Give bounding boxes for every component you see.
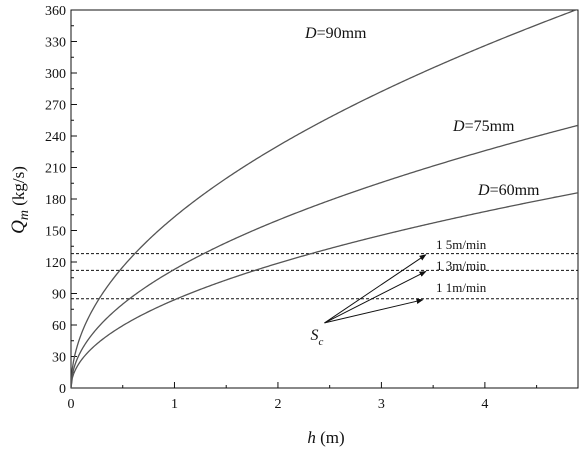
y-tick-label: 210 [45, 162, 66, 177]
velocity-label: 1 3m/min [436, 258, 487, 273]
velocity-arrow [324, 254, 427, 324]
x-axis-label: h (m) [307, 428, 344, 447]
reference-lines [71, 253, 578, 300]
plot-border [70, 9, 579, 389]
y-tick-label: 270 [45, 99, 66, 114]
velocity-arrows [324, 254, 427, 324]
x-tick-label: 4 [481, 397, 488, 412]
plot-frame [70, 9, 579, 389]
series-line [71, 124, 578, 388]
x-tick-label: 2 [274, 397, 281, 412]
y-axis-var: Q [8, 220, 29, 234]
x-axis-var: h [307, 428, 316, 447]
y-axis-label: Qm (kg/s) [8, 166, 32, 234]
velocity-label: 1 5m/min [436, 237, 487, 252]
x-axis: 0 1 2 3 4 [68, 382, 538, 412]
y-tick-label: 180 [45, 193, 66, 208]
annotations: D=90mm D=75mm D=60mm 1 5m/min 1 3m/min 1 1m/m… [304, 25, 540, 348]
x-tick-label: 3 [378, 397, 385, 412]
y-axis-sub: m [17, 210, 32, 220]
y-axis: 0 30 60 90 120 150 180 210 240 270 300 330 360 [45, 4, 77, 397]
series-label: D=75mm [452, 118, 515, 135]
y-tick-label: 360 [45, 4, 66, 19]
y-tick-label: 30 [52, 351, 66, 366]
velocity-label: 1 1m/min [436, 280, 487, 295]
y-tick-label: 0 [59, 382, 66, 397]
series-line [71, 192, 578, 388]
y-tick-label: 300 [45, 67, 66, 82]
y-tick-label: 120 [45, 256, 66, 271]
series-line [71, 10, 578, 388]
velocity-arrow [324, 298, 424, 324]
y-tick-label: 60 [52, 319, 66, 334]
x-axis-unit: (m) [316, 428, 345, 447]
series-label: D=60mm [477, 182, 540, 199]
series-label: D=90mm [304, 25, 367, 42]
y-tick-label: 240 [45, 130, 66, 145]
y-tick-label: 330 [45, 36, 66, 51]
x-tick-label: 0 [68, 397, 75, 412]
series-curves [71, 10, 578, 388]
velocity-arrow [324, 271, 427, 324]
y-axis-unit: (kg/s) [9, 166, 28, 210]
y-tick-label: 150 [45, 225, 66, 240]
y-tick-label: 90 [52, 288, 66, 303]
sc-label: Sc [311, 327, 324, 348]
x-tick-label: 1 [171, 397, 178, 412]
